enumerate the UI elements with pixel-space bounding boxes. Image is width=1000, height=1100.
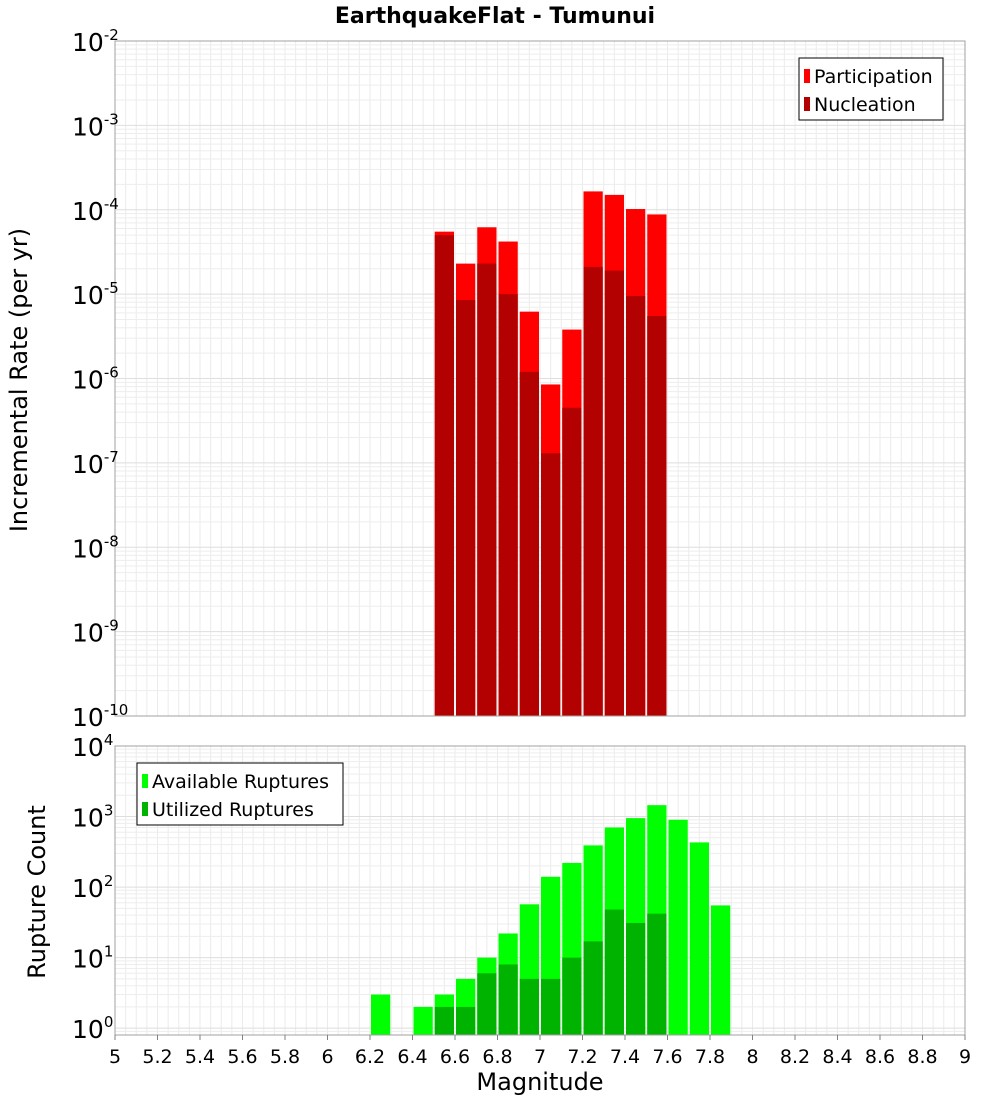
bar	[519, 978, 539, 1035]
x-tick-label: 6	[321, 1046, 333, 1068]
legend-label: Available Ruptures	[152, 771, 329, 793]
bar	[477, 973, 497, 1035]
bar	[541, 453, 561, 716]
grid	[114, 41, 966, 717]
panel-incremental-rate: 10-10 10-9 10-8 10-7 10-6 10-5 10-4 10-3 10-2 Par…	[72, 26, 966, 732]
bar	[498, 964, 518, 1035]
bar	[626, 922, 646, 1035]
legend-label: Utilized Ruptures	[152, 799, 314, 821]
bar	[647, 913, 667, 1035]
x-tick-label: 7.6	[652, 1046, 682, 1068]
bar	[647, 316, 667, 716]
y-tick-label: 104	[72, 731, 113, 762]
x-tick-label: 7.4	[610, 1046, 640, 1068]
legend-label: Nucleation	[814, 94, 916, 116]
x-tick-label: 5.8	[270, 1046, 300, 1068]
y-tick-label: 10-8	[72, 532, 119, 563]
y-tick-labels: 10-10 10-9 10-8 10-7 10-6 10-5 10-4 10-3 10-2	[72, 26, 128, 732]
chart-title: EarthquakeFlat - Tumunui	[335, 4, 655, 29]
legend-label: Participation	[814, 66, 933, 88]
x-tick-label: 6.2	[355, 1046, 385, 1068]
bar	[477, 263, 497, 716]
x-tick-label: 8.8	[907, 1046, 937, 1068]
x-tick-label: 6.8	[482, 1046, 512, 1068]
bar	[519, 371, 539, 716]
bar	[434, 1006, 454, 1035]
legend-box	[136, 762, 344, 826]
y-tick-label: 10-4	[72, 195, 119, 226]
series-utilized-ruptures	[434, 909, 667, 1035]
bar	[541, 978, 561, 1035]
plot-frame	[114, 40, 966, 717]
bar	[498, 294, 518, 716]
bar	[668, 819, 688, 1035]
bar	[562, 407, 582, 716]
y-tick-label: 10-6	[72, 364, 119, 395]
x-tick-label: 6.4	[397, 1046, 427, 1068]
bar	[604, 270, 624, 716]
y-tick-label: 10-9	[72, 617, 119, 648]
x-tick-label: 8.2	[780, 1046, 810, 1068]
legend-swatch	[142, 802, 148, 816]
bar	[711, 905, 731, 1035]
x-tick-label: 6.6	[440, 1046, 470, 1068]
y-axis-label-top: Incremental Rate (per yr)	[5, 228, 33, 532]
y-tick-label: 10-10	[72, 701, 128, 732]
x-tick-label: 7.8	[695, 1046, 725, 1068]
y-axis-label-bottom: Rupture Count	[23, 805, 51, 979]
series-nucleation	[434, 235, 667, 716]
y-tick-label: 10-2	[72, 26, 119, 57]
y-tick-label: 10-7	[72, 448, 119, 479]
y-tick-label: 101	[72, 943, 113, 974]
bar	[583, 266, 603, 716]
bar	[371, 994, 391, 1035]
x-axis: 5 5.2 5.4 5.6 5.8 6 6.2 6.4 6.6 6.8 7 7.2 7.4 7.6 7.8 8…	[109, 1035, 971, 1068]
y-tick-label: 10-3	[72, 110, 119, 141]
y-tick-label: 103	[72, 802, 113, 833]
x-tick-label: 7	[534, 1046, 546, 1068]
x-tick-label: 8.4	[822, 1046, 852, 1068]
y-tick-label: 102	[72, 872, 113, 903]
x-axis-label: Magnitude	[476, 1068, 603, 1096]
bar	[562, 957, 582, 1035]
bar	[604, 909, 624, 1035]
panel-rupture-count: 100 101 102 103 104 Available Ruptures Utilize…	[72, 731, 966, 1044]
bar	[434, 235, 454, 716]
legend-box	[798, 57, 944, 121]
y-tick-labels: 100 101 102 103 104	[72, 731, 113, 1044]
x-tick-label: 5.2	[142, 1046, 172, 1068]
legend-swatch	[804, 69, 810, 83]
y-tick-label: 100	[72, 1013, 113, 1044]
grid	[114, 746, 966, 1036]
legend: Available Ruptures Utilized Ruptures	[136, 762, 344, 826]
x-tick-label: 8.6	[865, 1046, 895, 1068]
x-tick-label: 8	[746, 1046, 758, 1068]
x-tick-label: 5	[109, 1046, 121, 1068]
bar	[689, 842, 709, 1035]
x-tick-label: 7.2	[567, 1046, 597, 1068]
x-tick-label: 5.4	[185, 1046, 215, 1068]
bar	[413, 1006, 433, 1035]
x-tick-label: 5.6	[227, 1046, 257, 1068]
legend-swatch	[804, 97, 810, 111]
legend: Participation Nucleation	[798, 57, 944, 121]
y-tick-label: 10-5	[72, 279, 119, 310]
bar	[456, 300, 476, 716]
bar	[626, 296, 646, 716]
legend-swatch	[142, 774, 148, 788]
bar	[456, 1006, 476, 1035]
x-tick-label: 9	[959, 1046, 971, 1068]
bar	[583, 941, 603, 1035]
